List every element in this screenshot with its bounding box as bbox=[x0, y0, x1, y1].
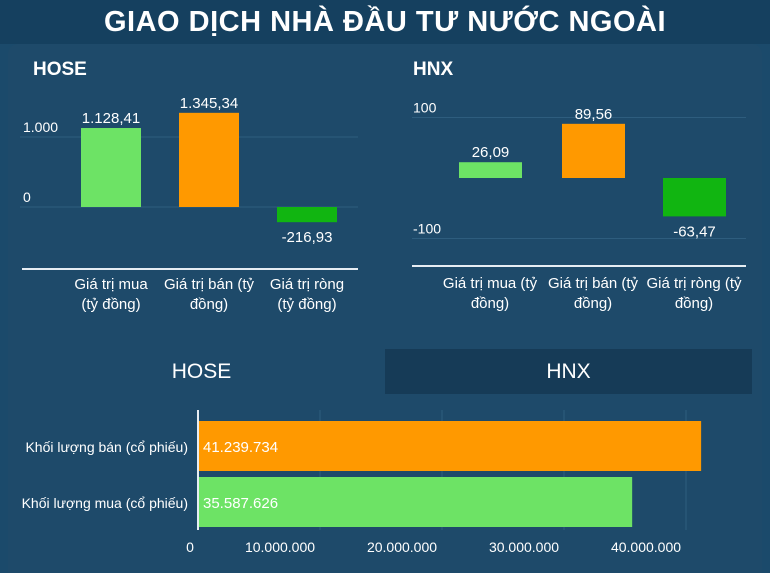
hose-y-tick-label: 1.000 bbox=[23, 119, 58, 135]
hose-bar-label-1: 1.128,41 bbox=[82, 110, 140, 127]
hose-bar-1 bbox=[81, 128, 141, 207]
volume-x-tick-label: 0 bbox=[186, 539, 194, 555]
hose-y-tick-label: 0 bbox=[23, 189, 31, 205]
hose-bar-2 bbox=[179, 112, 239, 207]
hose-category-label: (tỷ đồng) bbox=[81, 296, 140, 313]
tab-hnx[interactable]: HNX bbox=[385, 349, 752, 394]
hose-bar-label-3: -216,93 bbox=[282, 229, 333, 246]
volume-x-tick-label: 40.000.000 bbox=[611, 539, 681, 555]
hose-category-label: đồng) bbox=[190, 296, 228, 313]
hnx-bar-label-3: -63,47 bbox=[673, 223, 716, 240]
hnx-category-label: đồng) bbox=[675, 295, 713, 312]
volume-x-tick-label: 30.000.000 bbox=[489, 539, 559, 555]
volume-category-label: Khối lượng bán (cổ phiếu) bbox=[25, 439, 188, 455]
exchange-tabs: HOSE HNX bbox=[18, 349, 752, 394]
volume-bar-1 bbox=[198, 421, 702, 471]
hose-bar-3 bbox=[277, 207, 337, 223]
hnx-bar-2 bbox=[562, 123, 625, 178]
hnx-category-label: đồng) bbox=[471, 295, 509, 312]
volume-x-tick-label: 20.000.000 bbox=[367, 539, 437, 555]
hnx-category-label: đồng) bbox=[574, 295, 612, 312]
volume-bar-label-1: 41.239.734 bbox=[203, 439, 278, 456]
page-header: GIAO DỊCH NHÀ ĐẦU TƯ NƯỚC NGOÀI bbox=[0, 0, 770, 44]
page-title: GIAO DỊCH NHÀ ĐẦU TƯ NƯỚC NGOÀI bbox=[103, 5, 666, 38]
hnx-y-tick-label: -100 bbox=[413, 221, 441, 237]
tab-hose[interactable]: HOSE bbox=[18, 349, 385, 394]
volume-bar-2 bbox=[198, 477, 633, 527]
volume-x-tick-label: 10.000.000 bbox=[245, 539, 315, 555]
hose-category-label: Giá trị bán (tỷ bbox=[164, 276, 255, 293]
hnx-category-label: Giá trị bán (tỷ bbox=[548, 275, 639, 292]
hnx-chart-title: HNX bbox=[413, 59, 453, 80]
hnx-category-label: Giá trị ròng (tỷ bbox=[646, 275, 742, 292]
hnx-y-tick-label: 100 bbox=[413, 100, 437, 116]
hnx-bar-3 bbox=[663, 178, 726, 217]
volume-bar-label-2: 35.587.626 bbox=[203, 495, 278, 512]
hose-bar-label-2: 1.345,34 bbox=[180, 95, 238, 112]
hose-category-label: (tỷ đồng) bbox=[277, 296, 336, 313]
hnx-bar-1 bbox=[459, 162, 522, 178]
hnx-category-label: Giá trị mua (tỷ bbox=[443, 275, 538, 292]
hose-chart-title: HOSE bbox=[33, 59, 87, 80]
hnx-bar-label-1: 26,09 bbox=[472, 144, 510, 161]
hnx-bar-label-2: 89,56 bbox=[575, 106, 613, 123]
hose-category-label: Giá trị ròng bbox=[270, 276, 344, 293]
hose-category-label: Giá trị mua bbox=[74, 276, 148, 293]
volume-category-label: Khối lượng mua (cổ phiếu) bbox=[22, 495, 188, 511]
